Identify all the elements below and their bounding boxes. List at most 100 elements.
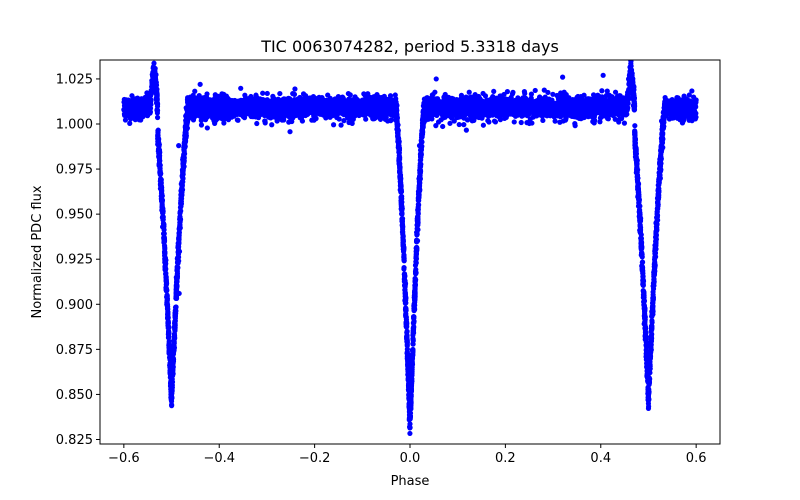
data-point bbox=[693, 114, 699, 120]
data-point bbox=[385, 101, 392, 108]
data-point bbox=[674, 110, 680, 116]
data-point bbox=[486, 105, 492, 111]
data-point bbox=[489, 110, 495, 116]
data-point bbox=[229, 104, 236, 110]
data-point bbox=[572, 123, 578, 129]
data-point bbox=[463, 127, 469, 133]
data-point bbox=[482, 111, 489, 117]
data-point bbox=[254, 120, 260, 127]
data-point bbox=[311, 104, 317, 110]
data-point bbox=[227, 97, 234, 104]
data-point bbox=[336, 110, 342, 116]
data-point bbox=[596, 100, 602, 106]
data-point bbox=[461, 122, 467, 128]
data-point bbox=[433, 123, 439, 129]
data-point bbox=[458, 107, 464, 113]
data-point bbox=[482, 93, 489, 99]
data-point bbox=[388, 117, 394, 123]
data-point bbox=[550, 91, 556, 97]
data-point bbox=[259, 97, 265, 103]
data-point bbox=[438, 101, 444, 108]
data-point bbox=[561, 105, 567, 112]
data-point bbox=[349, 120, 355, 126]
data-point bbox=[563, 99, 569, 105]
data-point bbox=[465, 98, 471, 104]
data-point bbox=[573, 109, 579, 115]
data-point bbox=[429, 116, 435, 122]
data-point bbox=[295, 111, 301, 117]
data-point bbox=[686, 99, 692, 105]
data-point bbox=[277, 90, 283, 97]
data-point bbox=[338, 122, 344, 128]
data-point bbox=[249, 108, 255, 115]
data-point bbox=[371, 110, 377, 116]
data-point bbox=[122, 117, 129, 123]
data-point bbox=[315, 108, 321, 114]
data-point bbox=[433, 110, 440, 117]
data-point bbox=[299, 118, 306, 124]
data-point bbox=[440, 123, 446, 130]
data-point bbox=[456, 111, 462, 118]
data-point bbox=[145, 108, 151, 114]
data-point bbox=[294, 100, 300, 107]
data-point bbox=[608, 111, 615, 117]
data-point bbox=[689, 88, 695, 94]
data-point bbox=[605, 98, 612, 104]
data-point bbox=[511, 119, 517, 125]
data-point bbox=[512, 111, 518, 117]
data-point bbox=[291, 91, 298, 97]
data-point bbox=[529, 120, 535, 126]
data-point bbox=[376, 102, 382, 108]
data-point bbox=[332, 98, 338, 104]
data-point bbox=[486, 119, 492, 125]
data-point bbox=[497, 117, 503, 123]
data-point bbox=[215, 93, 221, 99]
data-point bbox=[625, 96, 632, 102]
data-point bbox=[262, 109, 268, 116]
data-point bbox=[470, 107, 476, 113]
data-point bbox=[494, 111, 500, 118]
data-point bbox=[154, 114, 161, 121]
data-point bbox=[198, 122, 205, 128]
data-point bbox=[431, 101, 438, 107]
data-point bbox=[584, 100, 590, 107]
data-points bbox=[121, 60, 699, 437]
data-point bbox=[323, 112, 329, 118]
data-point bbox=[476, 100, 482, 106]
data-point bbox=[492, 119, 499, 125]
data-point bbox=[545, 89, 551, 96]
data-point bbox=[270, 98, 276, 104]
data-point bbox=[499, 101, 506, 107]
data-point bbox=[668, 113, 675, 119]
data-point bbox=[522, 90, 528, 97]
data-point bbox=[503, 110, 509, 116]
data-point bbox=[592, 117, 598, 124]
data-point bbox=[272, 110, 278, 116]
data-point bbox=[277, 112, 283, 118]
data-point bbox=[348, 99, 354, 106]
data-point bbox=[470, 98, 476, 104]
data-point bbox=[286, 111, 292, 117]
data-point bbox=[504, 89, 510, 95]
data-point bbox=[598, 112, 605, 118]
data-point bbox=[238, 101, 244, 108]
data-point bbox=[605, 116, 611, 122]
data-point bbox=[568, 108, 575, 115]
data-point bbox=[299, 110, 305, 117]
data-point bbox=[191, 105, 197, 111]
data-point bbox=[221, 97, 227, 103]
plot-area bbox=[99, 59, 721, 445]
data-point bbox=[529, 108, 535, 114]
data-point bbox=[628, 60, 634, 64]
data-point bbox=[276, 106, 283, 112]
data-point bbox=[212, 106, 218, 112]
data-point bbox=[514, 98, 520, 104]
data-point bbox=[308, 109, 314, 116]
data-point bbox=[432, 89, 438, 95]
data-point bbox=[204, 91, 210, 97]
data-point bbox=[264, 90, 270, 97]
data-point bbox=[134, 109, 140, 115]
data-point bbox=[303, 93, 309, 99]
